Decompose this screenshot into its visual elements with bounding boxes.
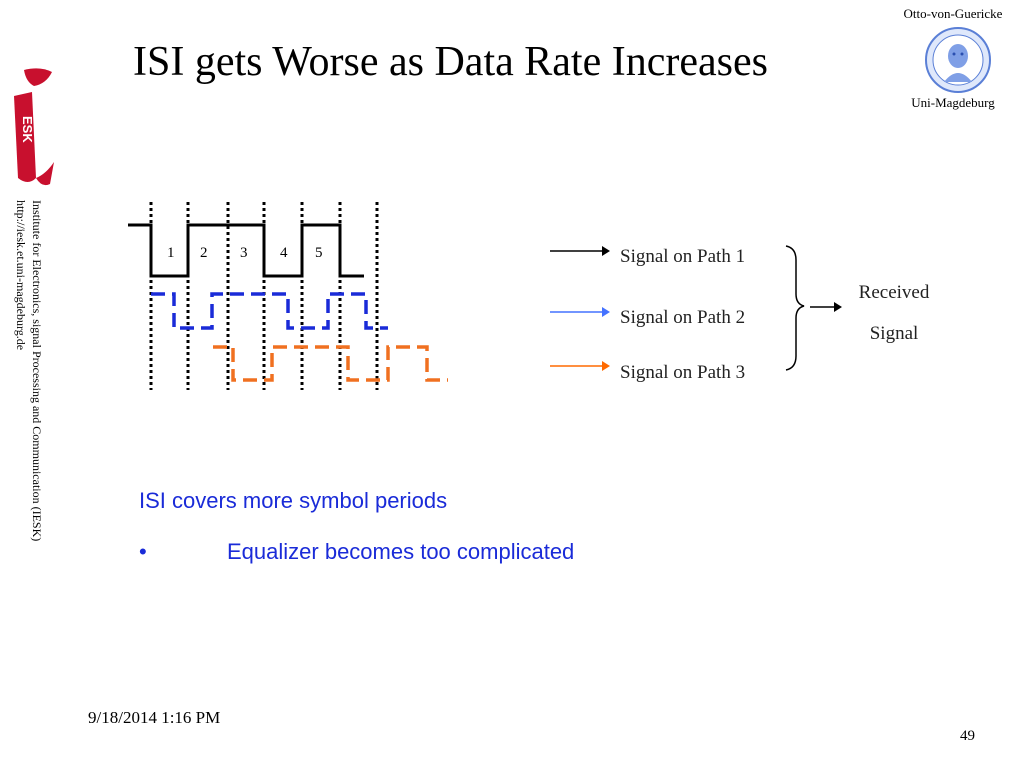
svg-text:ESK: ESK: [20, 116, 35, 143]
symbol-label-5: 5: [315, 245, 323, 261]
bullet-marker: •: [139, 539, 147, 564]
page-number: 49: [960, 728, 975, 744]
path2-label: Signal on Path 2: [620, 307, 745, 328]
bullet-equalizer: • Equalizer becomes too complicated: [139, 539, 574, 565]
received-label-line2: Signal: [870, 323, 919, 344]
symbol-label-1: 1: [167, 245, 175, 261]
path3-waveform: [213, 345, 448, 382]
isi-multipath-diagram: 1 2 3 4 5 Signal on Path 1 Signal on Pat…: [128, 202, 930, 390]
iesk-logo-icon: ESK: [14, 68, 54, 186]
university-name-bottom: Uni-Magdeburg: [911, 95, 995, 110]
received-arrow: [834, 302, 842, 312]
bullet-isi-symbol-periods: ISI covers more symbol periods: [139, 488, 448, 513]
path1-waveform: [128, 223, 364, 278]
university-name-top: Otto-von-Guericke: [903, 6, 1003, 21]
institute-url: http://iesk.et.uni-magdeburg.de: [14, 200, 28, 351]
symbol-label-4: 4: [280, 245, 288, 261]
path2-waveform: [151, 292, 388, 330]
institute-name: Institute for Electronics, signal Proces…: [30, 200, 44, 542]
institute-vertical-text: Institute for Electronics, signal Proces…: [5, 200, 45, 610]
slide-date: 9/18/2014 1:16 PM: [88, 708, 221, 727]
university-seal-icon: [925, 27, 991, 93]
grouping-brace: [785, 245, 805, 371]
received-label-line1: Received: [859, 282, 930, 303]
symbol-label-2: 2: [200, 245, 208, 261]
path3-label: Signal on Path 3: [620, 362, 745, 383]
slide-title: ISI gets Worse as Data Rate Increases: [133, 39, 768, 85]
symbol-label-3: 3: [240, 245, 248, 261]
bullet-equalizer-text: Equalizer becomes too complicated: [227, 539, 575, 564]
path1-label: Signal on Path 1: [620, 246, 745, 267]
